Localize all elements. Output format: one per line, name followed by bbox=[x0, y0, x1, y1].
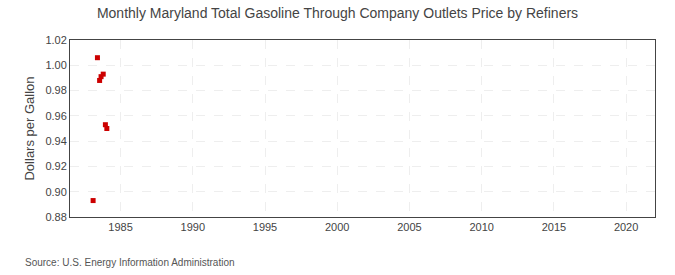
svg-text:Dollars per Gallon: Dollars per Gallon bbox=[22, 76, 37, 180]
svg-text:Monthly Maryland Total Gasolin: Monthly Maryland Total Gasoline Through … bbox=[97, 5, 578, 21]
svg-text:1.00: 1.00 bbox=[45, 59, 66, 71]
svg-text:1.02: 1.02 bbox=[45, 34, 66, 46]
svg-text:2020: 2020 bbox=[614, 221, 638, 233]
svg-text:0.90: 0.90 bbox=[45, 186, 66, 198]
svg-text:2015: 2015 bbox=[542, 221, 566, 233]
svg-text:0.98: 0.98 bbox=[45, 84, 66, 96]
svg-text:2005: 2005 bbox=[397, 221, 421, 233]
svg-text:1995: 1995 bbox=[253, 221, 277, 233]
svg-text:Source: U.S. Energy Informatio: Source: U.S. Energy Information Administ… bbox=[25, 257, 235, 268]
svg-text:1990: 1990 bbox=[181, 221, 205, 233]
svg-text:0.88: 0.88 bbox=[45, 211, 66, 223]
svg-text:0.92: 0.92 bbox=[45, 160, 66, 172]
svg-text:2000: 2000 bbox=[325, 221, 349, 233]
svg-text:0.96: 0.96 bbox=[45, 110, 66, 122]
svg-text:0.94: 0.94 bbox=[45, 135, 66, 147]
svg-text:2010: 2010 bbox=[469, 221, 493, 233]
svg-text:1985: 1985 bbox=[108, 221, 132, 233]
